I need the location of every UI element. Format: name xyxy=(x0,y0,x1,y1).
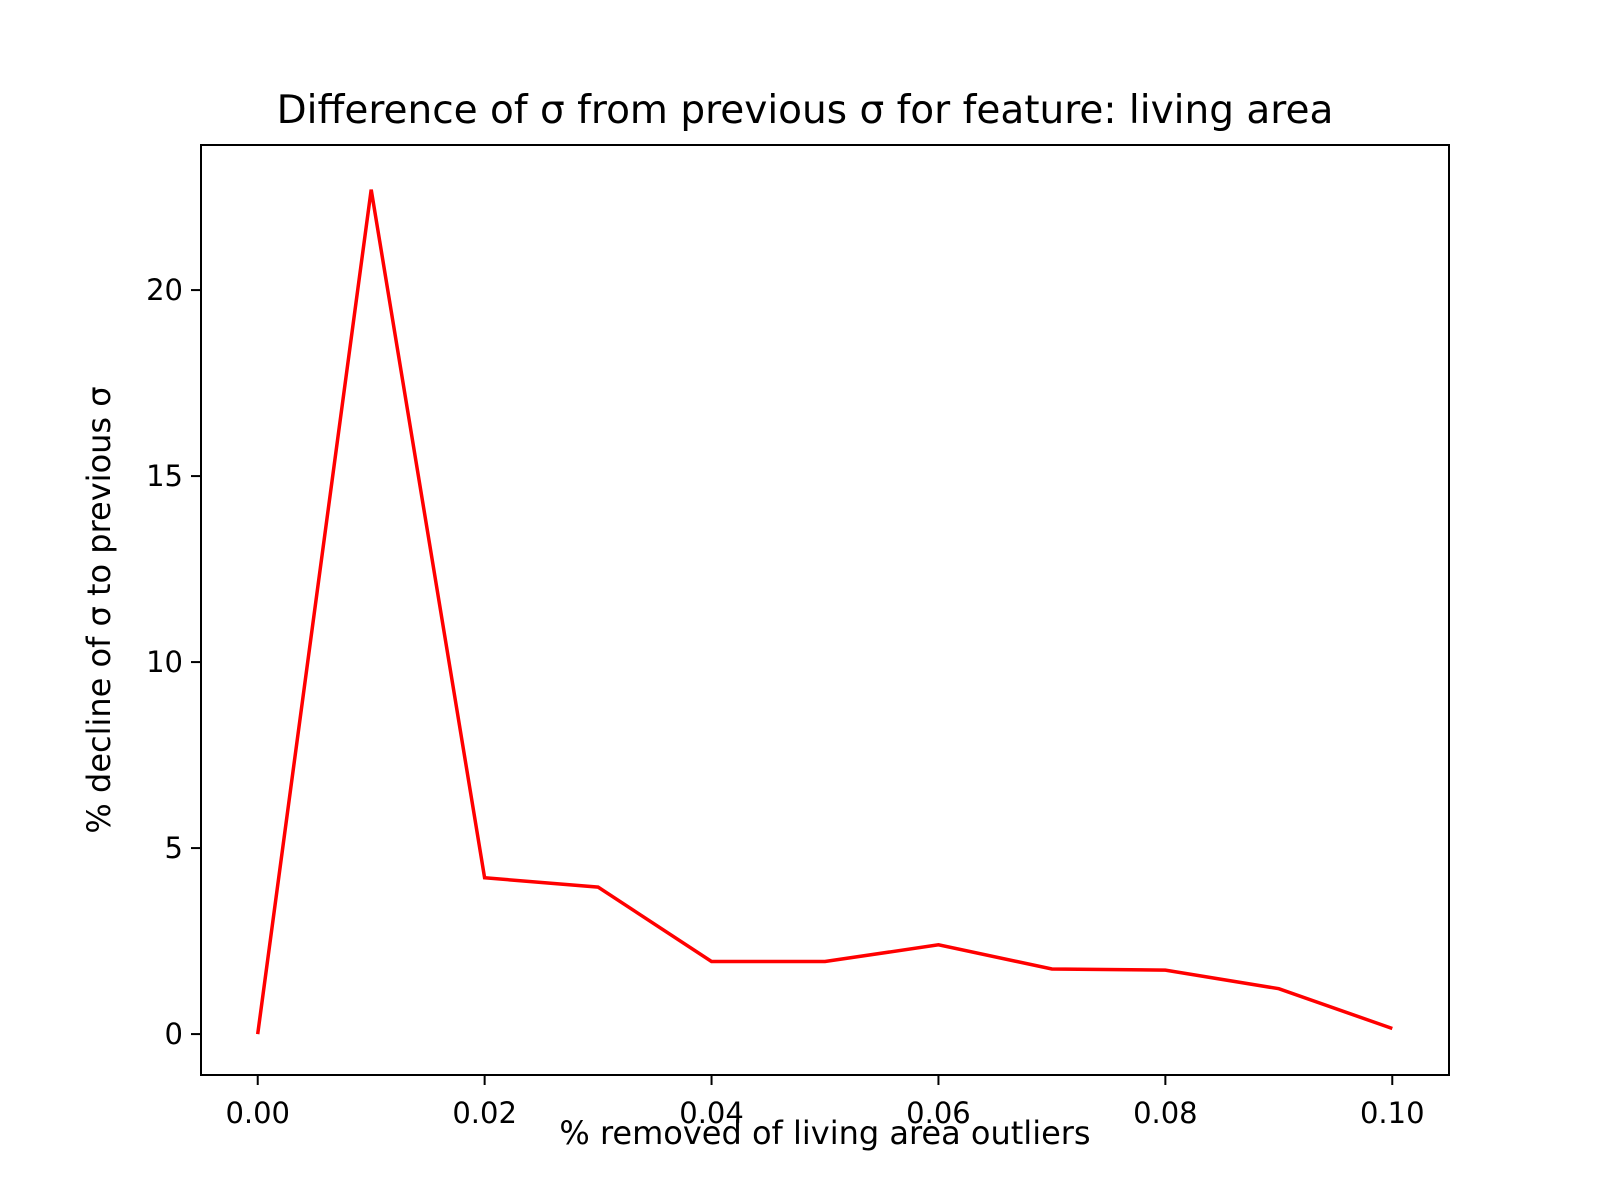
x-tick-label: 0.04 xyxy=(679,1096,744,1130)
x-tick-label: 0.02 xyxy=(452,1096,517,1130)
y-tick-label: 10 xyxy=(146,645,183,679)
axes-frame xyxy=(200,144,1450,1076)
x-tick-label: 0.06 xyxy=(906,1096,971,1130)
x-axis-label: % removed of living area outliers xyxy=(559,1114,1090,1152)
x-axis: 0.00 0.02 0.04 0.06 0.08 0.10 xyxy=(225,1075,1425,1130)
plot-area xyxy=(255,189,1393,1035)
y-axis-label: % decline of σ to previous σ xyxy=(80,386,118,833)
y-tick-label: 15 xyxy=(146,459,183,493)
y-tick-label: 0 xyxy=(165,1017,183,1051)
x-tick-label: 0.10 xyxy=(1360,1096,1425,1130)
y-tick-label: 5 xyxy=(165,831,183,865)
y-tick-label: 20 xyxy=(146,273,183,307)
x-tick-label: 0.08 xyxy=(1133,1096,1198,1130)
chart-title: Difference of σ from previous σ for feat… xyxy=(277,88,1334,133)
x-tick-label: 0.00 xyxy=(225,1096,290,1130)
y-axis: 0 5 10 15 20 xyxy=(146,273,201,1051)
series-line xyxy=(255,189,1393,1035)
